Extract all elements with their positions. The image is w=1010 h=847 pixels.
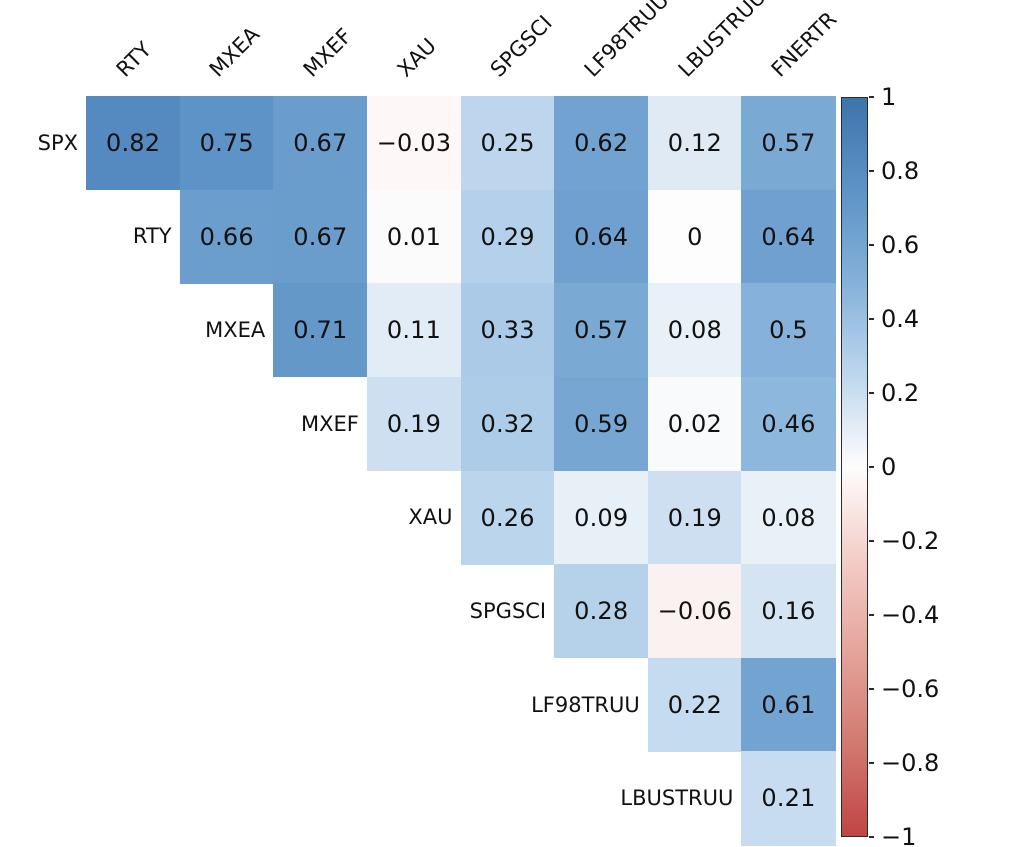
cell-SPX-XAU: −0.03 [366, 96, 462, 191]
cell-RTY-FNERTR: 0.64 [741, 189, 836, 284]
cell-SPX-MXEA: 0.75 [179, 96, 274, 191]
column-header-MXEA: MXEA [205, 22, 265, 82]
row-label-SPX: SPX [37, 130, 78, 155]
cell-SPGSCI-LF98TRUU: 0.28 [554, 564, 649, 659]
colorbar-tick-label-0.4: 0.4 [881, 305, 920, 333]
cell-MXEF-FNERTR: 0.46 [741, 376, 836, 472]
colorbar-tick [869, 170, 874, 172]
colorbar-tick-label-−0.6: −0.6 [881, 675, 940, 703]
cell-MXEF-SPGSCI: 0.32 [460, 376, 555, 472]
row-label-MXEF: MXEF [301, 411, 359, 436]
cell-MXEA-LBUSTRUU: 0.08 [647, 283, 742, 378]
cell-RTY-XAU: 0.01 [366, 189, 462, 284]
cell-RTY-MXEA: 0.66 [179, 189, 274, 284]
cell-MXEA-LF98TRUU: 0.57 [554, 283, 649, 378]
cell-MXEA-XAU: 0.11 [366, 283, 462, 378]
cell-MXEF-LBUSTRUU: 0.02 [647, 376, 742, 472]
cell-SPX-LBUSTRUU: 0.12 [647, 96, 742, 191]
colorbar-tick [869, 466, 874, 468]
cell-XAU-FNERTR: 0.08 [741, 470, 836, 565]
colorbar-tick-label-−0.2: −0.2 [881, 527, 940, 555]
row-label-LF98TRUU: LF98TRUU [531, 692, 640, 717]
row-label-XAU: XAU [408, 505, 453, 530]
colorbar-tick [869, 318, 874, 320]
cell-RTY-SPGSCI: 0.29 [460, 189, 555, 284]
colorbar-tick-label-1: 1 [881, 83, 897, 111]
column-header-SPGSCI: SPGSCI [486, 10, 558, 82]
colorbar-tick [869, 614, 874, 616]
cell-MXEF-XAU: 0.19 [366, 376, 462, 472]
colorbar-tick [869, 762, 874, 764]
cell-RTY-MXEF: 0.67 [273, 189, 368, 284]
cell-MXEA-SPGSCI: 0.33 [460, 283, 555, 378]
colorbar-tick-label-0.8: 0.8 [881, 157, 920, 185]
cell-RTY-LBUSTRUU: 0 [647, 189, 742, 284]
colorbar-tick-label-0: 0 [881, 453, 897, 481]
colorbar-gradient [841, 97, 868, 837]
column-header-LF98TRUU: LF98TRUU [579, 0, 674, 82]
colorbar-tick-label-0.6: 0.6 [881, 231, 920, 259]
cell-RTY-LF98TRUU: 0.64 [554, 189, 649, 284]
colorbar-tick-label-−1: −1 [881, 823, 917, 847]
column-header-FNERTR: FNERTR [766, 7, 842, 82]
colorbar-tick [869, 836, 874, 838]
cell-LBUSTRUU-FNERTR: 0.21 [741, 751, 836, 846]
cell-XAU-SPGSCI: 0.26 [460, 470, 555, 565]
cell-SPX-MXEF: 0.67 [273, 96, 368, 191]
cell-MXEF-LF98TRUU: 0.59 [554, 376, 649, 472]
cell-LF98TRUU-FNERTR: 0.61 [741, 657, 836, 752]
cell-MXEA-MXEF: 0.71 [273, 283, 368, 378]
colorbar-tick [869, 96, 874, 98]
cell-SPX-RTY: 0.82 [86, 96, 181, 191]
row-label-SPGSCI: SPGSCI [469, 598, 547, 623]
row-label-RTY: RTY [132, 224, 172, 249]
colorbar-tick-label-−0.4: −0.4 [881, 601, 940, 629]
column-header-XAU: XAU [392, 33, 441, 82]
cell-LF98TRUU-LBUSTRUU: 0.22 [647, 657, 742, 752]
colorbar-tick [869, 540, 874, 542]
colorbar-tick [869, 244, 874, 246]
column-header-LBUSTRUU: LBUSTRUU [673, 0, 771, 82]
colorbar-tick [869, 392, 874, 394]
row-label-MXEA: MXEA [205, 318, 266, 343]
cell-XAU-LBUSTRUU: 0.19 [647, 470, 742, 565]
colorbar-tick-label-−0.8: −0.8 [881, 749, 940, 777]
row-label-LBUSTRUU: LBUSTRUU [620, 786, 734, 811]
cell-SPGSCI-LBUSTRUU: −0.06 [647, 564, 742, 659]
column-header-MXEF: MXEF [298, 23, 357, 82]
cell-SPX-SPGSCI: 0.25 [460, 96, 555, 191]
cell-SPX-LF98TRUU: 0.62 [554, 96, 649, 191]
colorbar-tick-label-0.2: 0.2 [881, 379, 920, 407]
cell-XAU-LF98TRUU: 0.09 [554, 470, 649, 565]
cell-SPX-FNERTR: 0.57 [741, 96, 836, 191]
cell-MXEA-FNERTR: 0.5 [741, 283, 836, 378]
colorbar-tick [869, 688, 874, 690]
cell-SPGSCI-FNERTR: 0.16 [741, 564, 836, 659]
column-header-RTY: RTY [111, 37, 156, 82]
